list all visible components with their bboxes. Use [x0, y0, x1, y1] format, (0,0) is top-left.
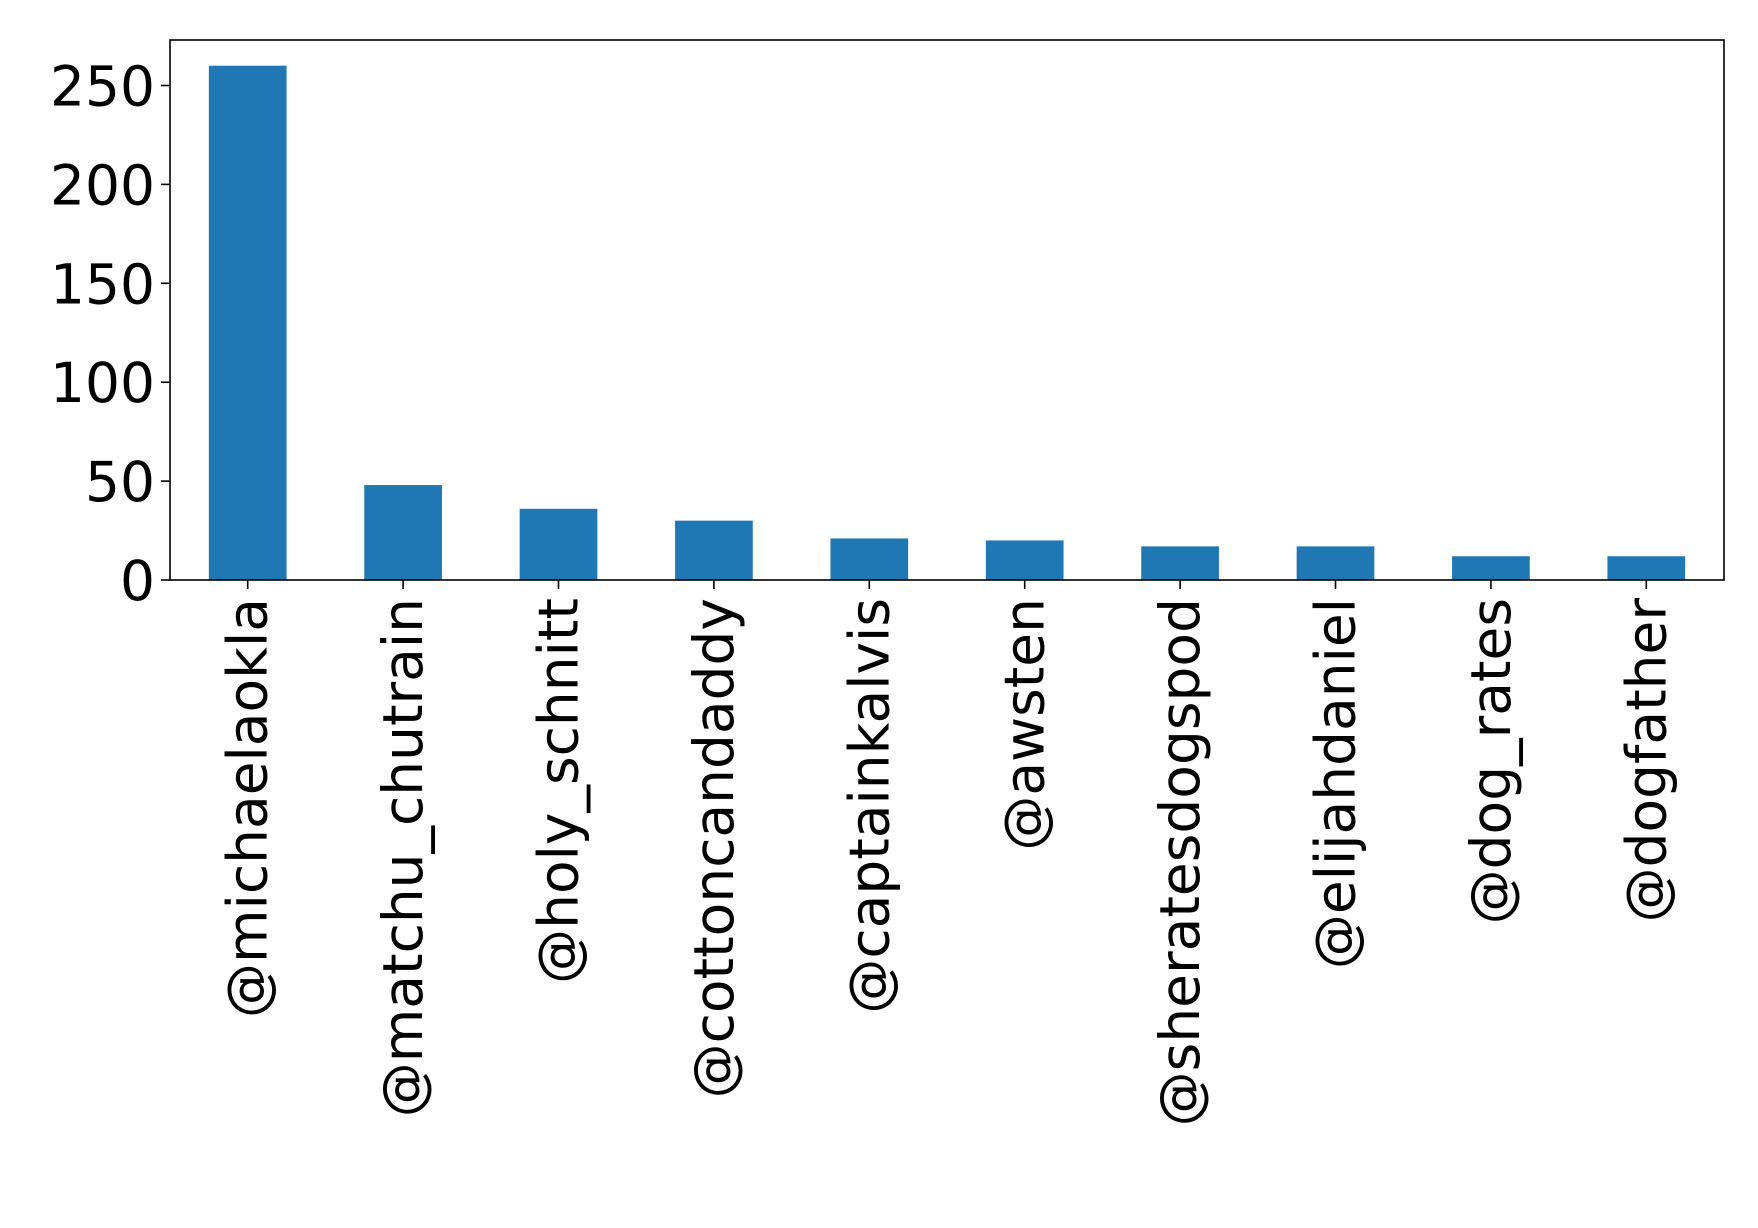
xtick-label: @sheratesdogspod	[1148, 598, 1212, 1126]
bar-matchu-chutrain	[364, 485, 442, 580]
ytick-label: 200	[50, 153, 155, 217]
plot-area-frame	[169, 39, 1725, 581]
xtick-label: @cottoncandaddy	[682, 598, 746, 1098]
bar-michaelaokla	[208, 65, 287, 580]
bar-holy-schnitt	[519, 508, 598, 580]
bars-layer	[208, 65, 1686, 580]
bar-elijahdaniel	[1296, 546, 1375, 580]
ytick-label: 250	[50, 54, 155, 118]
ytick-label: 50	[85, 450, 155, 514]
y-axis: 0 50 100 150 200 250	[50, 54, 170, 613]
bar-dog-rates	[1452, 556, 1530, 580]
bar-cottoncandaddy	[675, 520, 753, 580]
bar-sheratesdogspod	[1141, 546, 1219, 580]
xtick-label: @matchu_chutrain	[371, 598, 435, 1117]
xtick-label: @captainkalvis	[837, 598, 901, 1014]
xtick-label: @holy_schnitt	[527, 598, 591, 984]
xtick-label: @dog_rates	[1459, 598, 1523, 924]
xtick-label: @elijahdaniel	[1304, 598, 1368, 969]
bar-captainkalvis	[830, 538, 909, 580]
ytick-label: 100	[50, 351, 155, 415]
ytick-label: 150	[50, 252, 155, 316]
bar-awsten	[985, 540, 1064, 580]
xtick-label: @michaelaokla	[216, 598, 280, 1018]
xtick-label: @awsten	[993, 598, 1057, 851]
xtick-label: @dogfather	[1614, 598, 1678, 923]
bar-dogfather	[1607, 556, 1686, 580]
ytick-label: 0	[120, 549, 155, 613]
x-axis: @michaelaokla @matchu_chutrain @holy_schni…	[216, 580, 1678, 1126]
